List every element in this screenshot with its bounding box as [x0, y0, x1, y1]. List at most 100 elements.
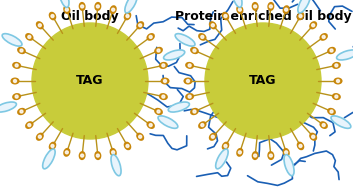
Circle shape: [201, 35, 204, 38]
Ellipse shape: [327, 108, 336, 115]
Ellipse shape: [94, 2, 101, 11]
Circle shape: [32, 23, 148, 139]
Ellipse shape: [175, 34, 195, 46]
Circle shape: [201, 124, 204, 127]
Circle shape: [149, 124, 152, 127]
Circle shape: [157, 49, 160, 52]
Ellipse shape: [43, 149, 55, 169]
Ellipse shape: [284, 155, 294, 176]
Ellipse shape: [267, 151, 274, 160]
Ellipse shape: [124, 12, 131, 20]
Circle shape: [51, 15, 54, 18]
Ellipse shape: [94, 151, 101, 160]
Text: TAG: TAG: [76, 74, 104, 88]
Ellipse shape: [163, 50, 185, 60]
Ellipse shape: [327, 47, 336, 54]
Circle shape: [65, 151, 68, 154]
Circle shape: [139, 24, 142, 27]
Circle shape: [335, 64, 338, 67]
Circle shape: [28, 35, 31, 38]
Circle shape: [335, 95, 338, 98]
Circle shape: [188, 95, 191, 98]
Circle shape: [330, 49, 333, 52]
Circle shape: [157, 110, 160, 113]
Circle shape: [80, 154, 84, 157]
Circle shape: [322, 35, 325, 38]
Ellipse shape: [2, 34, 22, 46]
Ellipse shape: [185, 93, 194, 100]
Ellipse shape: [222, 12, 229, 20]
Circle shape: [13, 80, 17, 83]
Ellipse shape: [298, 0, 310, 13]
Ellipse shape: [17, 108, 26, 115]
Ellipse shape: [159, 93, 168, 100]
Ellipse shape: [111, 155, 121, 176]
Circle shape: [224, 144, 227, 147]
Circle shape: [336, 80, 340, 83]
Ellipse shape: [236, 148, 244, 157]
Ellipse shape: [332, 93, 341, 100]
Ellipse shape: [198, 33, 207, 41]
Ellipse shape: [297, 12, 304, 20]
Ellipse shape: [319, 33, 328, 41]
Circle shape: [96, 154, 99, 157]
Ellipse shape: [124, 142, 131, 150]
Circle shape: [211, 24, 214, 27]
Ellipse shape: [136, 21, 144, 29]
Circle shape: [330, 110, 333, 113]
Circle shape: [312, 24, 315, 27]
Ellipse shape: [331, 116, 351, 128]
Ellipse shape: [337, 50, 353, 60]
Circle shape: [149, 35, 152, 38]
Ellipse shape: [222, 142, 229, 150]
Ellipse shape: [49, 142, 56, 150]
Ellipse shape: [36, 21, 44, 29]
Circle shape: [285, 151, 288, 154]
Ellipse shape: [59, 0, 69, 7]
Ellipse shape: [334, 77, 342, 84]
Ellipse shape: [17, 47, 26, 54]
Ellipse shape: [109, 5, 117, 14]
Ellipse shape: [184, 77, 192, 84]
Ellipse shape: [159, 62, 168, 69]
Circle shape: [254, 5, 257, 8]
Ellipse shape: [49, 12, 56, 20]
Circle shape: [51, 144, 54, 147]
Circle shape: [38, 24, 41, 27]
Ellipse shape: [209, 21, 217, 29]
Circle shape: [269, 154, 273, 157]
Circle shape: [312, 135, 315, 138]
Ellipse shape: [154, 47, 163, 54]
Circle shape: [80, 5, 84, 8]
Circle shape: [126, 15, 129, 18]
Ellipse shape: [168, 102, 190, 112]
Circle shape: [186, 80, 190, 83]
Circle shape: [162, 95, 165, 98]
Circle shape: [205, 23, 321, 139]
Ellipse shape: [319, 121, 328, 129]
Ellipse shape: [25, 121, 34, 129]
Circle shape: [193, 110, 196, 113]
Ellipse shape: [63, 5, 71, 14]
Circle shape: [20, 110, 23, 113]
Circle shape: [162, 64, 165, 67]
Text: Oil body: Oil body: [61, 10, 119, 23]
Text: TAG: TAG: [249, 74, 277, 88]
Ellipse shape: [79, 2, 86, 11]
Circle shape: [163, 80, 167, 83]
Ellipse shape: [146, 33, 155, 41]
Ellipse shape: [12, 62, 21, 69]
Circle shape: [28, 124, 31, 127]
Ellipse shape: [136, 133, 144, 141]
Ellipse shape: [309, 133, 317, 141]
Ellipse shape: [252, 2, 259, 11]
Ellipse shape: [0, 102, 16, 112]
Ellipse shape: [190, 47, 199, 54]
Ellipse shape: [236, 5, 244, 14]
Circle shape: [96, 5, 99, 8]
Ellipse shape: [158, 116, 178, 128]
Circle shape: [322, 124, 325, 127]
Ellipse shape: [232, 0, 242, 7]
Circle shape: [299, 144, 302, 147]
Ellipse shape: [36, 133, 44, 141]
